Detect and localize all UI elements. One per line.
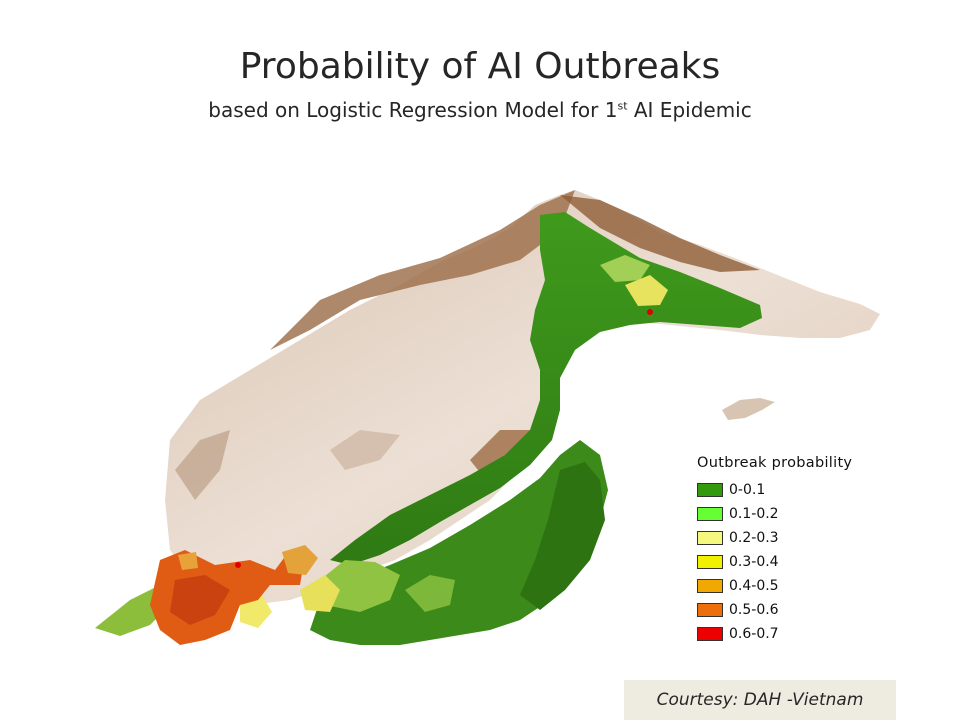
legend-title: Outbreak probability: [697, 455, 853, 471]
probability-patch: [240, 595, 272, 628]
legend-swatch: [697, 603, 723, 617]
legend-swatch: [697, 507, 723, 521]
legend-label: 0-0.1: [729, 482, 766, 498]
subtitle-text-end: AI Epidemic: [627, 98, 752, 122]
probability-patch: [320, 560, 400, 612]
legend-item: 0.5-0.6: [697, 598, 882, 622]
legend-label: 0.1-0.2: [729, 506, 779, 522]
mountain-ridge: [270, 190, 575, 350]
legend-swatch: [697, 627, 723, 641]
high-probability-region: [178, 552, 198, 570]
mountain-ridge: [175, 430, 230, 500]
probability-patch: [300, 575, 340, 612]
legend-label: 0.6-0.7: [729, 626, 779, 642]
legend-swatch: [697, 579, 723, 593]
legend-item: 0-0.1: [697, 478, 882, 502]
legend-label: 0.4-0.5: [729, 578, 779, 594]
probability-patch: [625, 275, 668, 306]
page-title: Probability of AI Outbreaks: [239, 46, 721, 87]
legend-item: 0.1-0.2: [697, 502, 882, 526]
high-probability-region: [282, 545, 318, 575]
subtitle-superscript: st: [617, 99, 628, 113]
mountain-ridge: [560, 195, 760, 272]
legend-label: 0.5-0.6: [729, 602, 779, 618]
legend-swatch: [697, 531, 723, 545]
subtitle-text: based on Logistic Regression Model for 1: [208, 98, 618, 122]
high-probability-region: [170, 575, 230, 625]
probability-patch: [95, 585, 170, 636]
legend-item: 0.6-0.7: [697, 622, 882, 646]
outbreak-hotspot: [235, 562, 241, 568]
low-probability-region: [520, 462, 605, 610]
probability-patch: [405, 575, 455, 612]
island: [722, 398, 775, 420]
page-subtitle: based on Logistic Regression Model for 1…: [0, 98, 960, 122]
legend-label: 0.2-0.3: [729, 530, 779, 546]
legend-item: 0.2-0.3: [697, 526, 882, 550]
outbreak-hotspot: [647, 309, 653, 315]
legend-item: 0.4-0.5: [697, 574, 882, 598]
legend-swatch: [697, 483, 723, 497]
map-legend: Outbreak probability 0-0.1 0.1-0.2 0.2-0…: [697, 455, 882, 646]
courtesy-caption: Courtesy: DAH -Vietnam: [624, 680, 896, 720]
legend-item: 0.3-0.4: [697, 550, 882, 574]
probability-patch: [600, 255, 650, 282]
legend-swatch: [697, 555, 723, 569]
mountain-ridge: [330, 430, 400, 470]
legend-label: 0.3-0.4: [729, 554, 779, 570]
